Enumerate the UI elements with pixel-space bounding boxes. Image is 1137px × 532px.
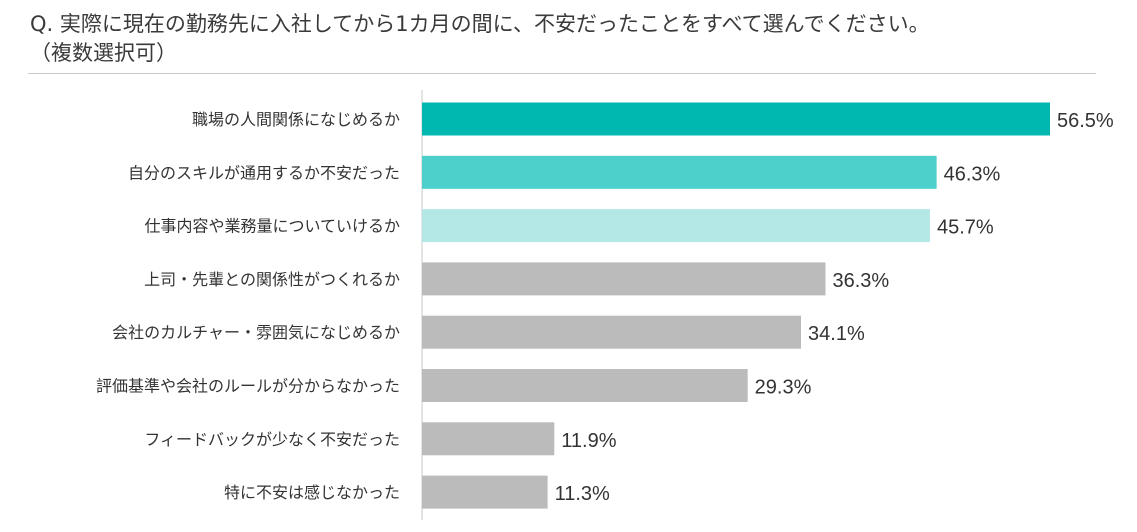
bar bbox=[422, 369, 748, 402]
value-label: 56.5% bbox=[1057, 110, 1114, 132]
bar bbox=[422, 262, 826, 296]
bar bbox=[422, 315, 802, 349]
value-label: 11.9% bbox=[561, 430, 616, 452]
value-label: 29.3% bbox=[755, 377, 812, 399]
question-line-2: （複数選択可） bbox=[30, 41, 177, 65]
category-label: 仕事内容や業務量についていけるか bbox=[144, 217, 400, 236]
value-label: 34.1% bbox=[808, 323, 865, 345]
title-divider bbox=[28, 73, 1096, 74]
category-label: 自分のスキルが通用するか不安だった bbox=[128, 163, 400, 182]
bar bbox=[422, 155, 937, 189]
category-label: 会社のカルチャー・雰囲気になじめるか bbox=[112, 323, 400, 342]
category-label: 上司・先輩との関係性がつくれるか bbox=[144, 270, 400, 289]
value-label: 36.3% bbox=[832, 270, 889, 292]
bar bbox=[422, 475, 548, 509]
question-line-1: Q. 実際に現在の勤務先に入社してから1カ月の間に、不安だったことをすべて選んで… bbox=[30, 12, 930, 36]
category-label: フィードバックが少なく不安だった bbox=[144, 430, 400, 449]
question-title: Q. 実際に現在の勤務先に入社してから1カ月の間に、不安だったことをすべて選んで… bbox=[30, 10, 1120, 68]
value-label: 11.3% bbox=[555, 483, 610, 505]
value-label: 45.7% bbox=[937, 217, 994, 239]
bar bbox=[422, 102, 1050, 136]
value-label: 46.3% bbox=[944, 163, 1001, 185]
category-label: 特に不安は感じなかった bbox=[224, 483, 400, 502]
category-label: 職場の人間関係になじめるか bbox=[192, 110, 400, 129]
category-label: 評価基準や会社のルールが分からなかった bbox=[96, 377, 400, 396]
bar bbox=[422, 209, 930, 243]
bar bbox=[422, 422, 555, 456]
